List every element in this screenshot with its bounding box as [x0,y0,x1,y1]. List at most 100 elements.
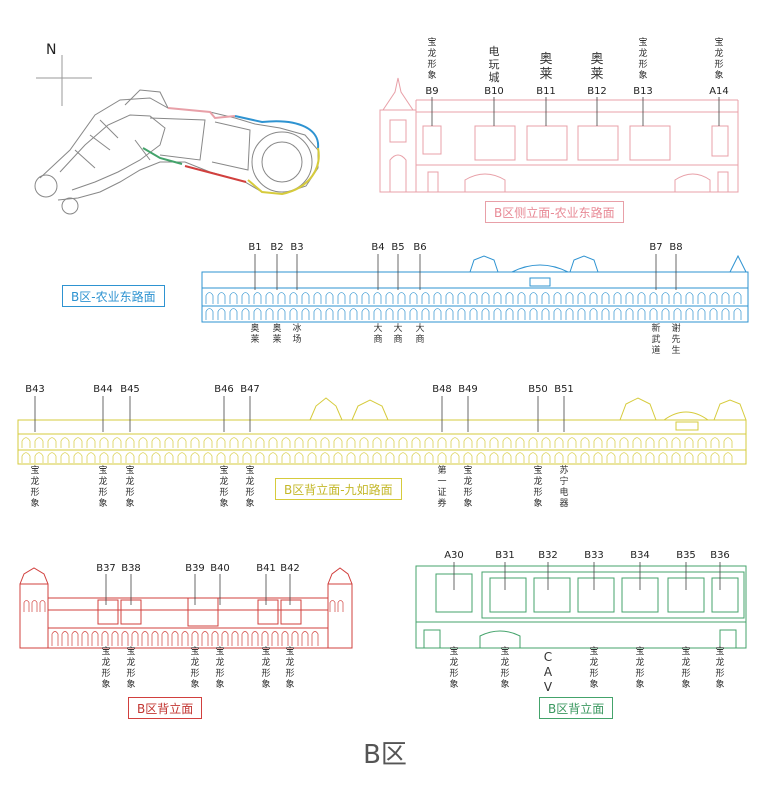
facade-window [253,292,262,304]
facade-window [723,452,733,463]
facade-window [181,631,189,646]
facade-window [398,437,408,448]
facade-window [112,437,122,448]
red-windows [23,600,344,646]
facade-window [71,631,79,646]
facade-window [73,452,83,463]
facade-window [553,308,562,320]
north-label: N [46,42,57,58]
pink-tenant-b12: 奥莱 [590,52,604,82]
facade-window [301,308,310,320]
facade-window [34,437,44,448]
blue-code-b8: B8 [669,242,683,253]
facade-window [255,452,265,463]
facade-window [684,437,694,448]
facade-window [697,437,707,448]
facade-window [723,437,733,448]
facade-window [151,452,161,463]
facade-window [649,308,658,320]
facade-window [21,452,31,463]
facade-window [684,452,694,463]
facade-window [685,308,694,320]
facade-window [242,437,252,448]
facade-window [253,308,262,320]
facade-window [710,437,720,448]
red-callouts [105,574,291,605]
facade-window [141,631,149,646]
facade-window [229,437,239,448]
blue-code-b1: B1 [248,242,262,253]
facade-window [554,437,564,448]
facade-window [613,292,622,304]
pink-callouts [431,97,720,126]
red-tenant-b38: 宝龙形象 [126,647,136,690]
green-tenant-b34: 宝龙形象 [635,647,645,690]
blue-code-b5: B5 [391,242,405,253]
facade-window [619,437,629,448]
facade-window [81,631,89,646]
facade-window [632,437,642,448]
facade-window [541,452,551,463]
yellow-code-b44: B44 [93,384,113,395]
pink-elevation [379,77,739,193]
facade-window [164,437,174,448]
facade-window [211,631,219,646]
facade-window [481,292,490,304]
site-plan-frontages [142,107,320,196]
green-code-b36: B36 [710,550,730,561]
yellow-code-b48: B48 [432,384,452,395]
facade-window [411,452,421,463]
facade-window [673,292,682,304]
facade-window [637,292,646,304]
pink-code-b9: B9 [425,86,439,97]
red-tenant-b42: 宝龙形象 [285,647,295,690]
yellow-section-tag: B区背立面-九如路面 [275,478,402,500]
yellow-tenant-b51: 苏宁电器 [559,466,569,509]
facade-window [281,437,291,448]
facade-window [216,452,226,463]
facade-window [385,452,395,463]
facade-window [593,437,603,448]
facade-window [171,631,179,646]
pink-code-a14: A14 [709,86,729,97]
blue-windows [205,292,742,320]
facade-window [515,452,525,463]
facade-window [619,452,629,463]
facade-window [34,452,44,463]
facade-window [528,437,538,448]
yellow-tenant-b49: 宝龙形象 [463,466,473,509]
pink-tenant-b10: 电玩城 [488,45,500,84]
facade-window [697,452,707,463]
yellow-code-b46: B46 [214,384,234,395]
facade-window [277,292,286,304]
facade-window [205,292,214,304]
red-code-b40: B40 [210,563,230,574]
facade-window [242,452,252,463]
facade-window [577,292,586,304]
green-code-b32: B32 [538,550,558,561]
facade-window [567,437,577,448]
blue-elevation [201,254,749,323]
facade-window [469,292,478,304]
facade-window [307,437,317,448]
facade-window [580,437,590,448]
facade-window [577,308,586,320]
facade-window [241,292,250,304]
facade-window [733,292,742,304]
facade-window [565,308,574,320]
green-tenant-b35: 宝龙形象 [681,647,691,690]
facade-window [203,437,213,448]
red-section-tag: B区背立面 [128,697,203,719]
facade-window [73,437,83,448]
facade-window [421,292,430,304]
facade-window [671,437,681,448]
facade-window [131,631,139,646]
facade-window [61,631,69,646]
green-elevation [415,565,747,649]
facade-window [111,631,119,646]
facade-window [151,631,159,646]
facade-window [60,437,70,448]
yellow-code-b45: B45 [120,384,140,395]
facade-window [301,631,309,646]
facade-window [337,292,346,304]
